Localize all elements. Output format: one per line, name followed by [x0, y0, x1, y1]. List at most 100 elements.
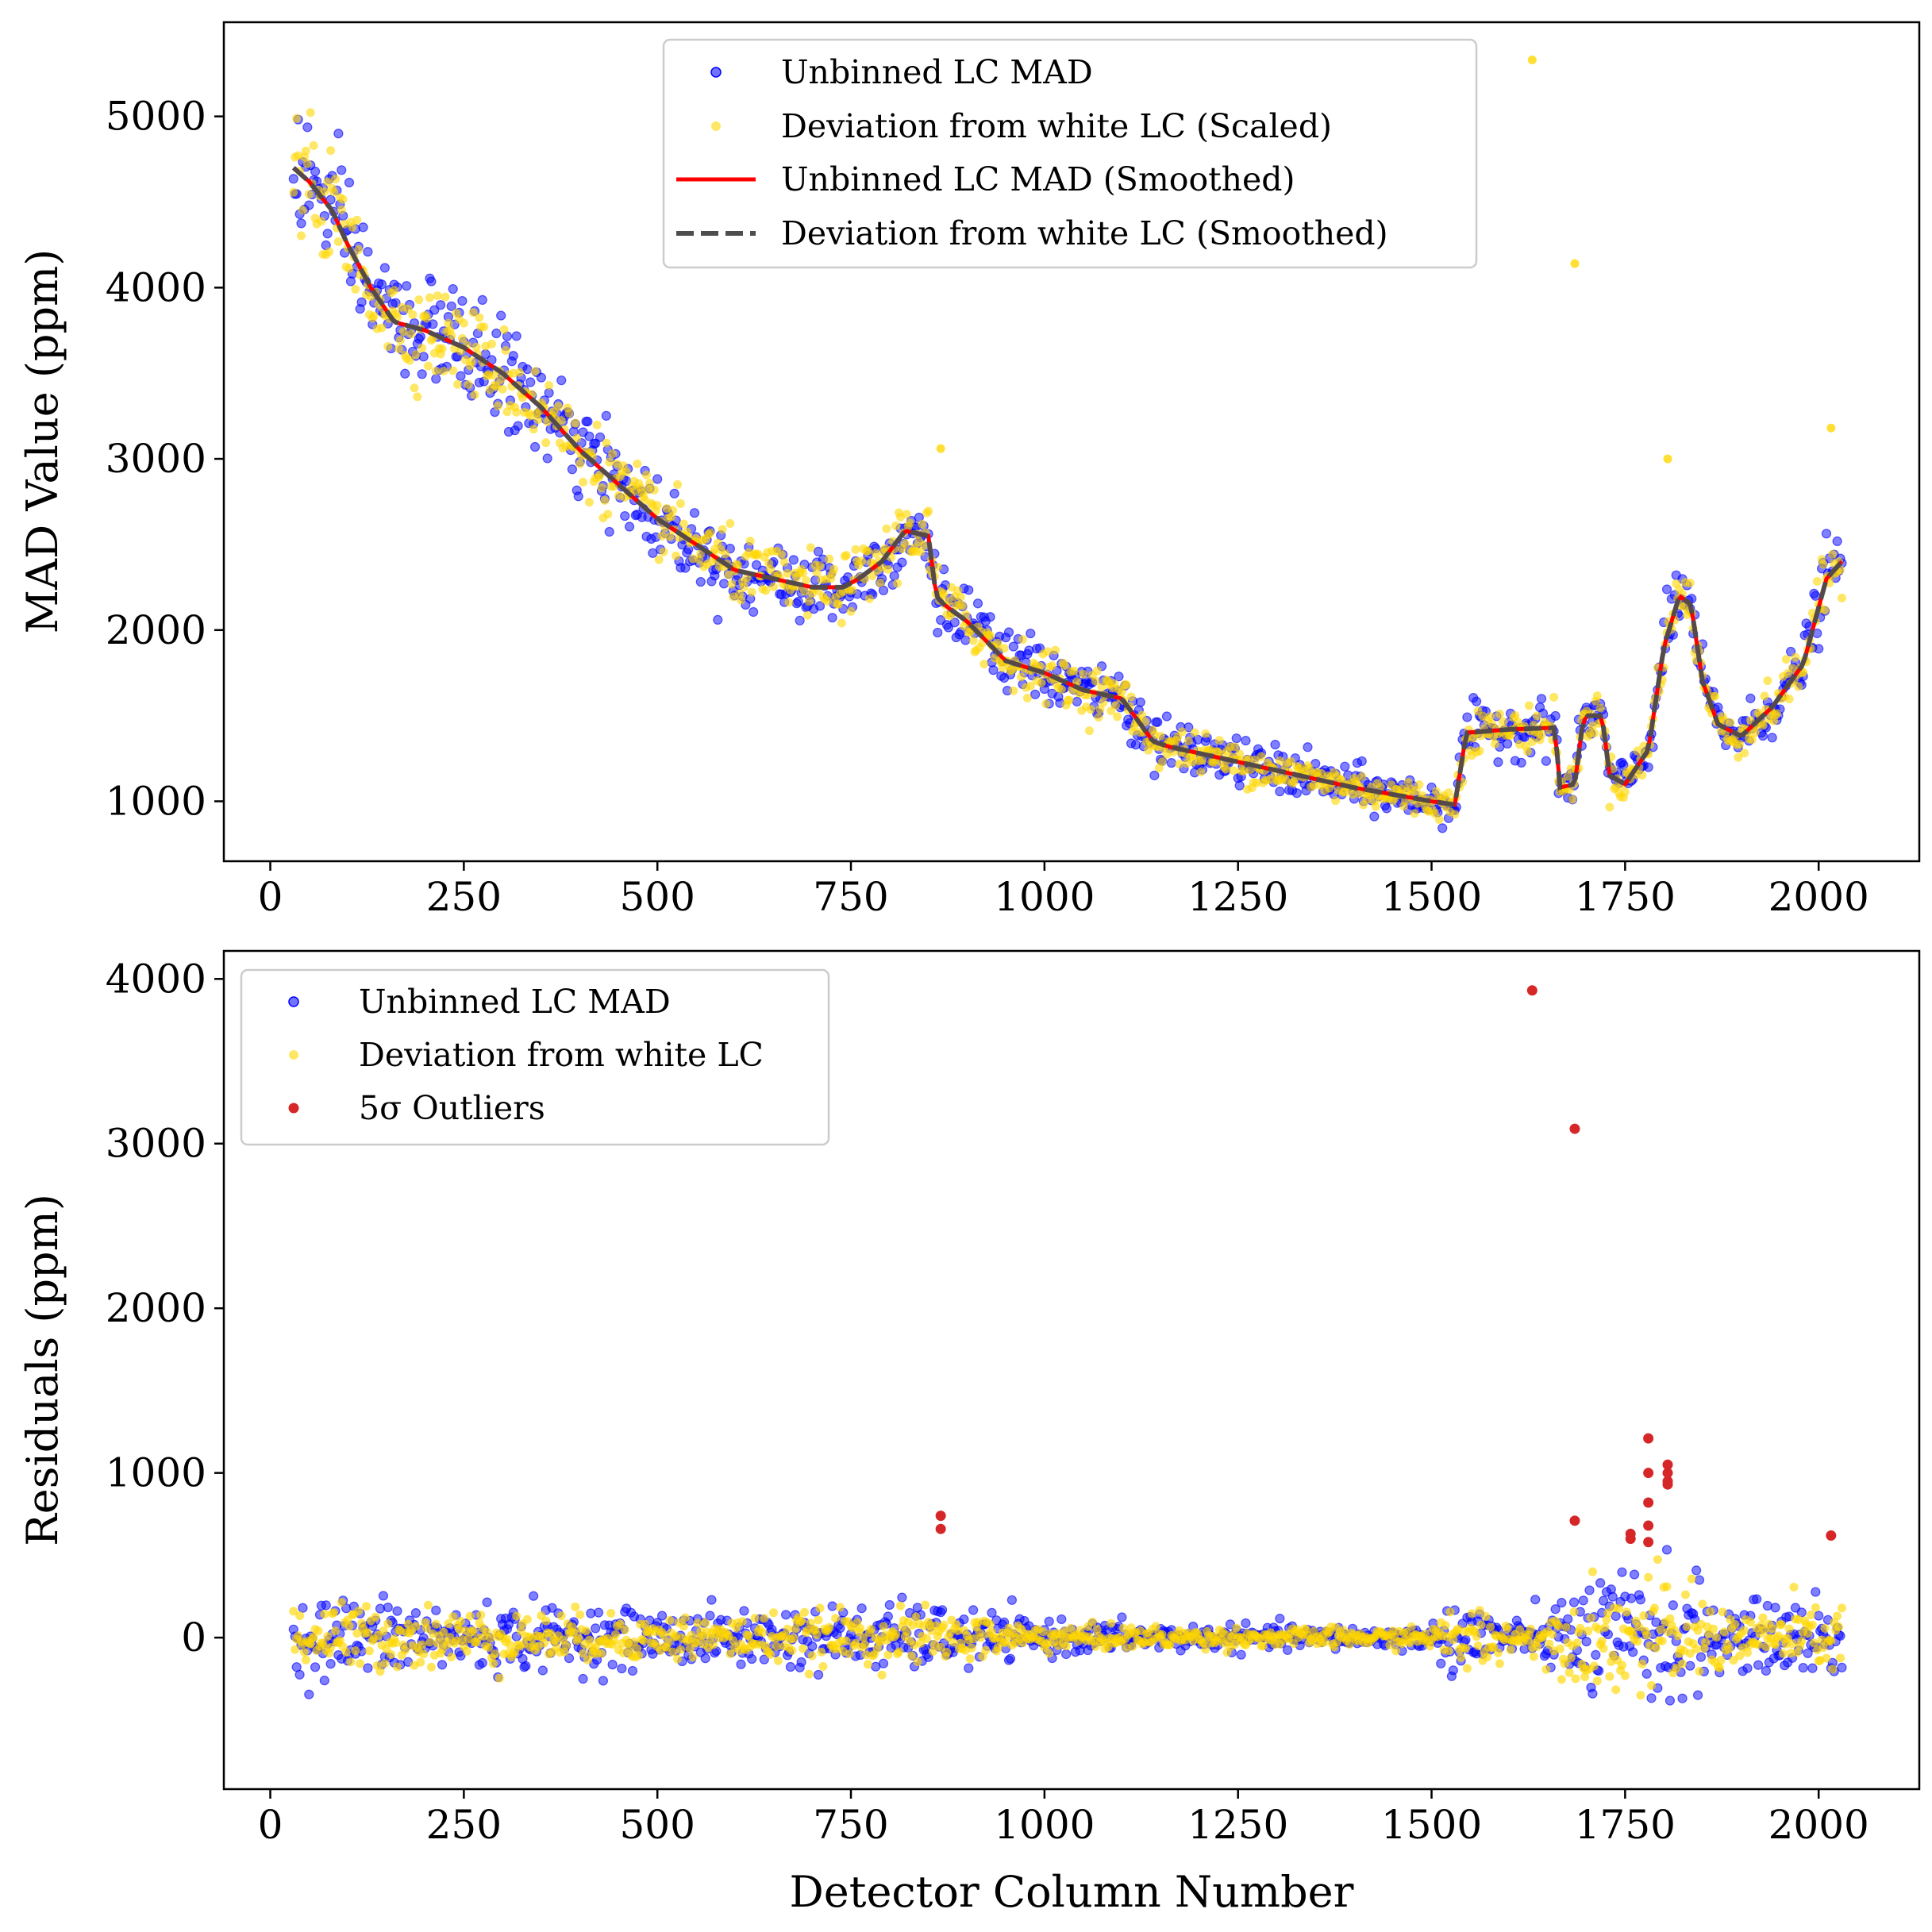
residual-deviation-point	[1045, 1649, 1054, 1658]
deviation-point	[501, 346, 510, 356]
deviation-point	[406, 329, 416, 339]
mad-point	[333, 129, 344, 139]
mad-point	[1493, 757, 1503, 768]
deviation-point	[829, 564, 839, 574]
deviation-point	[348, 222, 357, 232]
residual-deviation-point	[939, 1620, 949, 1630]
residual-mad-point	[392, 1606, 402, 1616]
residual-mad-point	[959, 1614, 969, 1625]
deviation-point	[1434, 815, 1444, 825]
residual-deviation-point	[456, 1616, 465, 1626]
residual-mad-point	[591, 1623, 601, 1634]
residuals-y-axis-label: Residuals (ppm)	[17, 1194, 67, 1546]
residual-deviation-point	[1651, 1643, 1661, 1653]
deviation-point	[444, 318, 453, 328]
deviation-point	[1357, 772, 1367, 781]
residual-deviation-point	[1611, 1685, 1621, 1695]
deviation-point	[1740, 749, 1749, 758]
residual-mad-point	[1578, 1595, 1588, 1606]
residual-mad-point	[1665, 1695, 1676, 1706]
residual-deviation-point	[1157, 1630, 1167, 1639]
deviation-point	[1491, 739, 1500, 749]
residual-deviation-point	[949, 1638, 958, 1647]
outlier-point	[1643, 1537, 1654, 1548]
mad-point	[680, 563, 691, 573]
mad-point	[1437, 823, 1448, 833]
mad-point	[1811, 591, 1821, 601]
deviation-point	[1214, 736, 1224, 745]
deviation-point	[394, 344, 403, 353]
residual-deviation-point	[364, 1646, 374, 1656]
residual-deviation-point	[295, 1611, 305, 1621]
residual-deviation-point	[1548, 1630, 1557, 1639]
deviation-point	[1048, 661, 1057, 671]
deviation-point	[668, 506, 678, 515]
mad-point	[1503, 738, 1513, 749]
mad-point	[400, 368, 410, 379]
residual-deviation-point	[1532, 1641, 1541, 1651]
deviation-point	[1784, 695, 1794, 704]
deviation-point	[1097, 683, 1106, 692]
residual-deviation-point	[831, 1614, 841, 1623]
deviation-point	[410, 383, 419, 393]
residuals-y-tick-label: 4000	[106, 956, 206, 1002]
residual-mad-point	[375, 1603, 386, 1614]
mad-legend-label-mad: Unbinned LC MAD	[781, 53, 1093, 91]
residual-deviation-point	[540, 1638, 549, 1648]
deviation-point	[882, 524, 891, 533]
residual-deviation-point	[561, 1641, 571, 1650]
deviation-point	[823, 597, 833, 606]
mad-x-tick-label: 1000	[994, 874, 1095, 920]
residual-deviation-point	[1605, 1672, 1614, 1681]
deviation-point	[323, 177, 333, 187]
residual-mad-point	[1807, 1663, 1818, 1673]
deviation-point	[642, 470, 652, 479]
mad-point	[322, 229, 333, 239]
deviation-point	[1084, 726, 1094, 736]
deviation-point	[304, 190, 314, 199]
deviation-point	[868, 571, 877, 580]
residual-deviation-point	[581, 1626, 591, 1636]
residual-deviation-point	[942, 1647, 952, 1657]
deviation-point	[825, 554, 834, 564]
residual-mad-point	[325, 1659, 336, 1669]
residual-deviation-point	[1445, 1607, 1455, 1617]
residual-mad-point	[1584, 1585, 1595, 1595]
deviation-point	[1091, 676, 1100, 686]
mad-point	[1340, 761, 1350, 772]
residual-deviation-point	[675, 1645, 685, 1654]
mad-point	[1003, 627, 1014, 637]
deviation-point	[1605, 802, 1614, 812]
residual-deviation-point	[575, 1610, 585, 1619]
residual-deviation-point	[986, 1620, 995, 1630]
deviation-point	[512, 407, 521, 417]
mad-point	[652, 474, 663, 484]
residual-deviation-point	[1566, 1653, 1576, 1663]
residual-mad-point	[1770, 1603, 1780, 1613]
residuals-legend-red-marker	[288, 1103, 299, 1114]
residual-deviation-point	[1493, 1648, 1503, 1657]
deviation-point	[902, 510, 911, 519]
deviation-point	[841, 551, 851, 560]
residuals-y-tick-label: 0	[181, 1614, 206, 1661]
residual-mad-point	[1607, 1591, 1618, 1602]
residual-deviation-point	[673, 1654, 683, 1664]
residual-mad-point	[739, 1606, 749, 1616]
residual-mad-point	[700, 1653, 710, 1664]
deviation-point	[1275, 756, 1284, 765]
deviation-point	[747, 587, 756, 597]
deviation-point	[464, 379, 473, 389]
residual-deviation-point	[1553, 1622, 1563, 1631]
mad-legend: Unbinned LC MAD Deviation from white LC …	[662, 38, 1478, 269]
deviation-point	[1563, 772, 1572, 781]
residual-deviation-point	[1682, 1622, 1691, 1631]
deviation-point	[572, 433, 582, 443]
deviation-point	[939, 589, 949, 598]
residual-deviation-point	[1706, 1607, 1715, 1616]
deviation-point	[541, 438, 551, 448]
residual-deviation-point	[291, 1645, 300, 1654]
residual-deviation-point	[1719, 1627, 1729, 1637]
residual-mad-point	[1591, 1649, 1601, 1660]
deviation-point	[1726, 718, 1735, 728]
mad-point	[813, 546, 824, 557]
